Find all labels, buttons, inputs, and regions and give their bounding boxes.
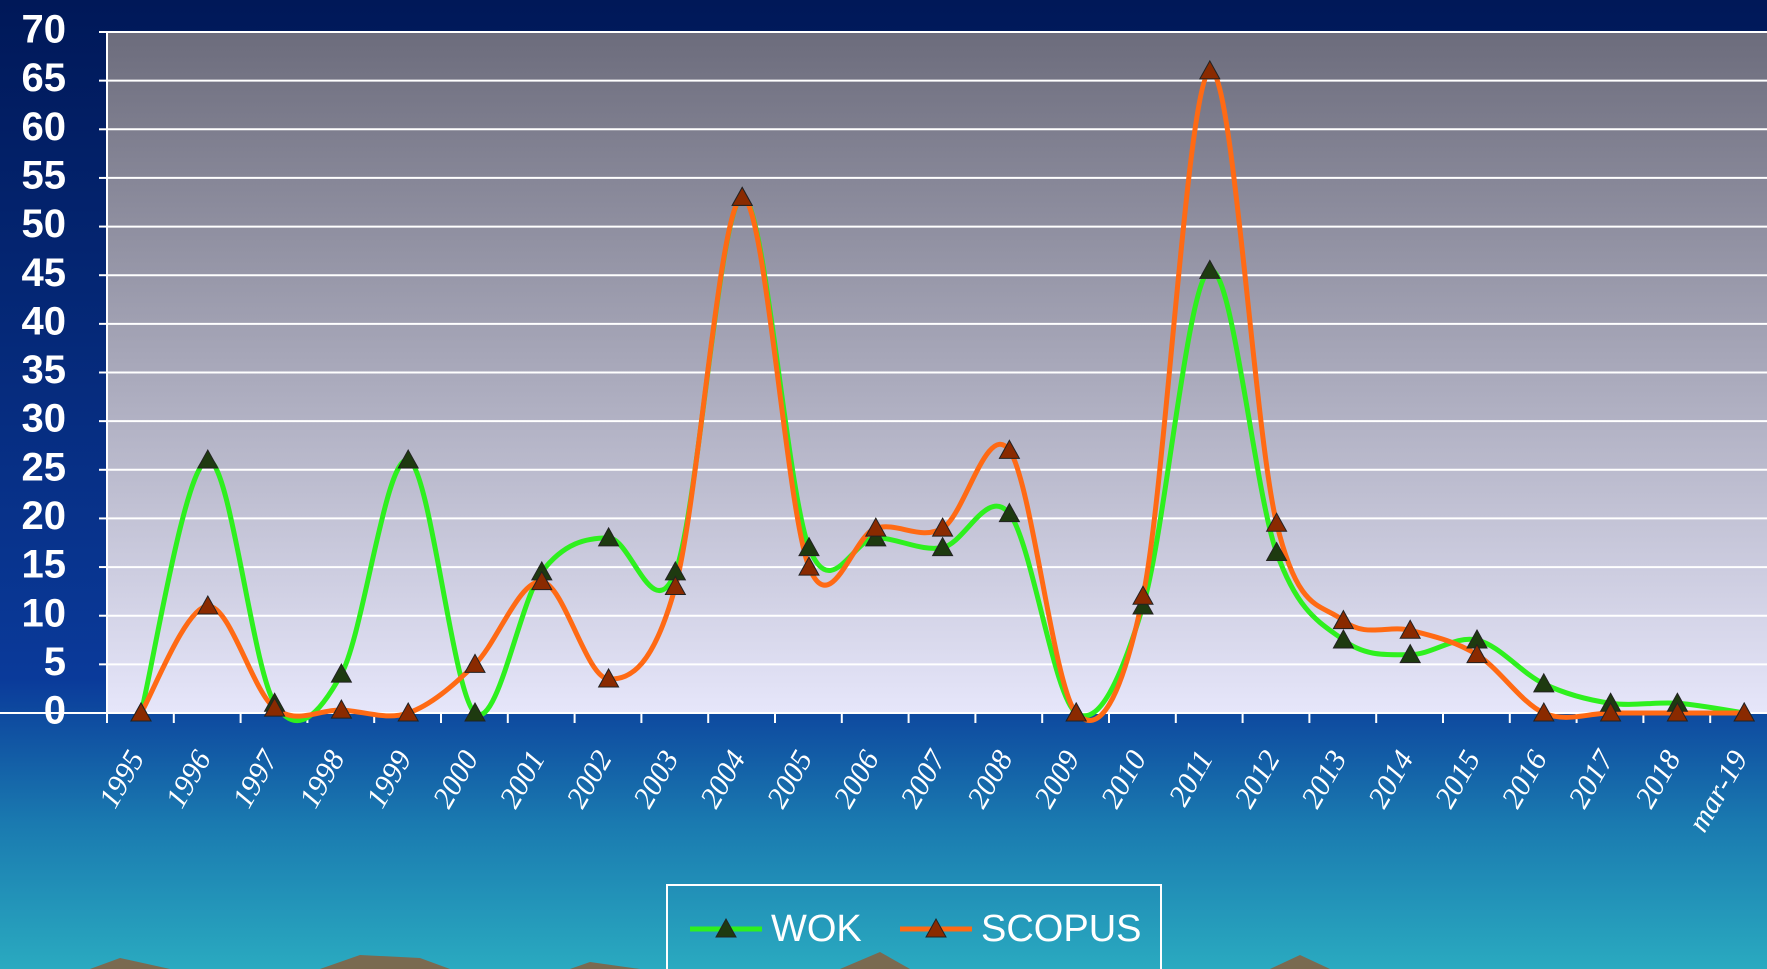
legend-label: SCOPUS [981, 908, 1141, 950]
y-tick-label: 45 [22, 251, 67, 295]
y-tick-label: 65 [22, 56, 67, 100]
y-tick-label: 50 [22, 202, 67, 246]
chart: 0510152025303540455055606570199519961997… [0, 0, 1767, 969]
y-tick-label: 25 [22, 445, 67, 489]
y-tick-label: 15 [22, 543, 67, 587]
y-tick-label: 70 [22, 8, 67, 52]
y-tick-label: 0 [44, 689, 66, 733]
y-tick-label: 5 [44, 640, 66, 684]
y-tick-label: 40 [22, 299, 67, 343]
y-tick-label: 55 [22, 153, 67, 197]
y-tick-label: 60 [22, 105, 67, 149]
y-tick-label: 10 [22, 591, 67, 635]
y-tick-label: 20 [22, 494, 67, 538]
legend-label: WOK [771, 908, 862, 950]
y-tick-label: 30 [22, 397, 67, 441]
y-tick-label: 35 [22, 348, 67, 392]
